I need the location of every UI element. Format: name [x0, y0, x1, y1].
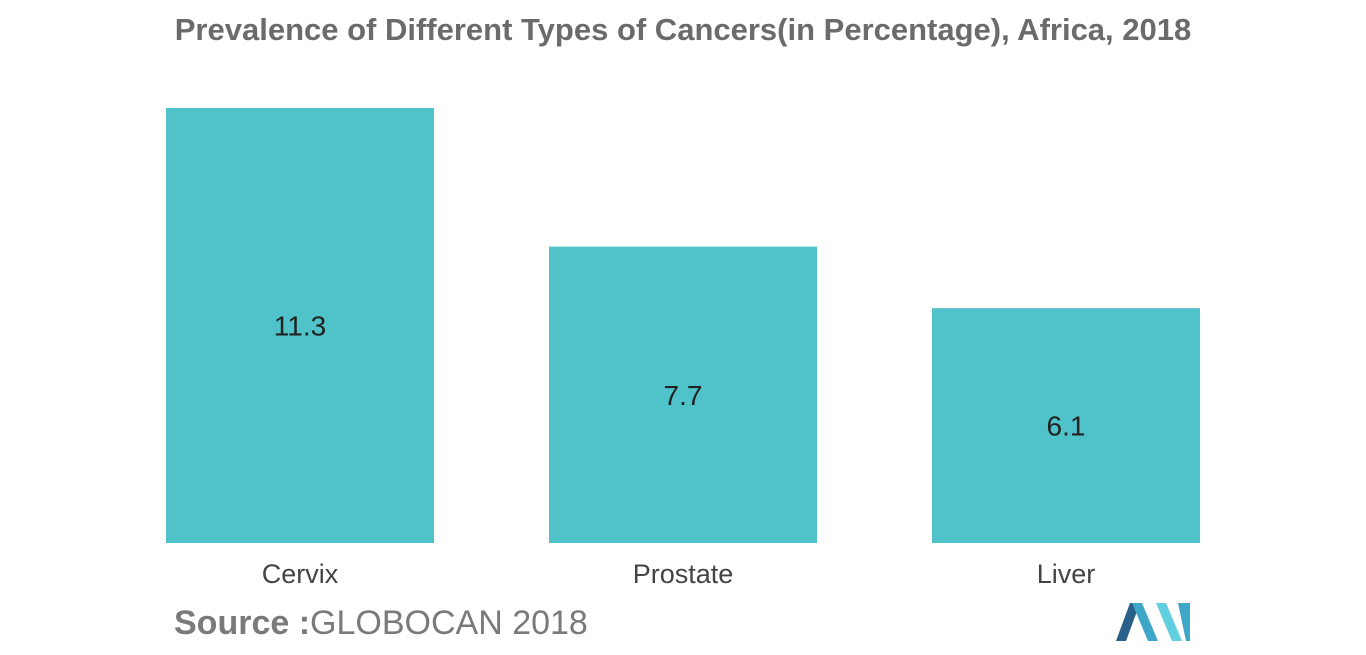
bar-liver [932, 308, 1200, 543]
value-label-liver: 6.1 [1047, 411, 1086, 442]
labels-layer: 11.3 Cervix 7.7 Prostate 6.1 Liver [262, 311, 1096, 590]
category-label-liver: Liver [1037, 559, 1096, 589]
bar-chart: 11.3 Cervix 7.7 Prostate 6.1 Liver [166, 108, 1200, 590]
bars-layer [166, 108, 1200, 543]
source-label: Source : [174, 604, 311, 642]
mordor-logo-icon [1116, 603, 1190, 641]
source-note: Source :GLOBOCAN 2018 [174, 604, 588, 643]
value-label-prostate: 7.7 [664, 380, 703, 411]
category-label-cervix: Cervix [262, 559, 339, 589]
value-label-cervix: 11.3 [274, 311, 326, 342]
bar-cervix [166, 108, 434, 543]
bar-prostate [549, 246, 817, 543]
chart-title: Prevalence of Different Types of Cancers… [174, 12, 1192, 47]
category-label-prostate: Prostate [633, 559, 734, 589]
source-text: GLOBOCAN 2018 [310, 604, 588, 642]
